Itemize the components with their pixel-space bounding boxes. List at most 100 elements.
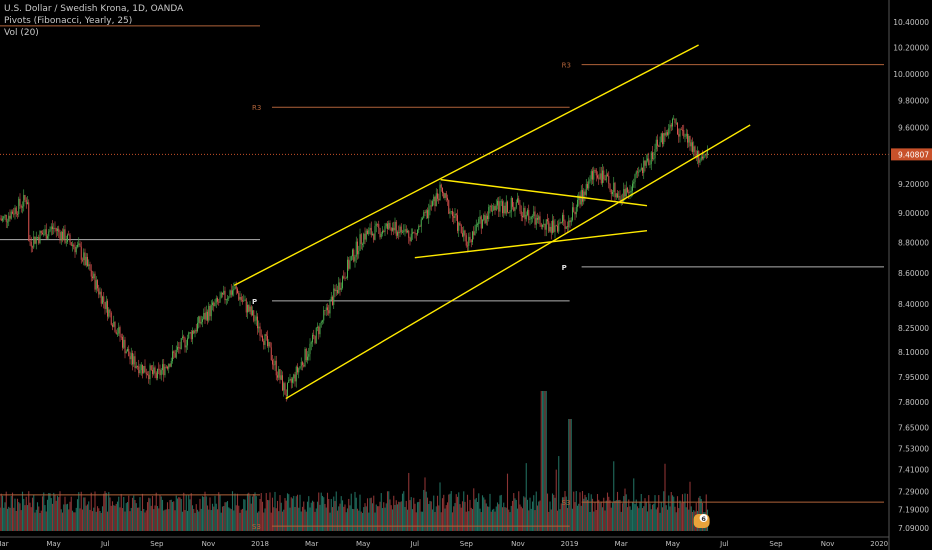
volume-bar	[325, 507, 327, 531]
volume-bar	[98, 508, 100, 531]
volume-bar	[531, 501, 534, 531]
volume-bar	[115, 503, 117, 531]
volume-bar	[263, 512, 265, 531]
candle-body	[420, 219, 422, 227]
candle-body	[435, 193, 437, 207]
candle-body	[552, 220, 553, 233]
candle-body	[467, 245, 468, 247]
candle-body	[57, 228, 58, 231]
volume-bar	[633, 478, 635, 531]
candle-body	[653, 158, 655, 160]
volume-bar	[311, 500, 314, 531]
volume-bar	[26, 505, 29, 531]
volume-bar	[193, 509, 195, 531]
y-tick-label: 8.40000	[898, 300, 929, 309]
volume-bar	[365, 506, 367, 531]
volume-bar	[236, 493, 239, 531]
candle-body	[133, 356, 135, 365]
volume-bar	[435, 506, 437, 531]
volume-bar	[68, 509, 70, 531]
volume-bar	[351, 508, 354, 531]
candle-body	[647, 158, 648, 161]
volume-bar	[1, 495, 4, 531]
volume-bar	[54, 494, 56, 531]
volume-bar	[434, 511, 436, 531]
volume-bar	[445, 505, 447, 531]
candle-body	[290, 378, 292, 383]
candle-body	[195, 330, 197, 332]
volume-bar	[538, 501, 540, 531]
volume-bar	[331, 507, 334, 531]
volume-bar	[319, 504, 321, 531]
volume-bar	[456, 496, 459, 531]
volume-bar	[535, 491, 537, 531]
time-axis[interactable]: Mar May Jul Sep Nov 2018 Mar May Jul Sep Nov 2019 Ma…	[0, 540, 888, 548]
volume-bar	[689, 481, 691, 531]
volume-bar	[238, 505, 240, 531]
candles	[0, 115, 708, 402]
candle-body	[510, 197, 512, 212]
price-axis[interactable]: 10.40000 10.20000 10.00000 9.80000 9.60000 9.…	[893, 18, 929, 533]
channel-line	[414, 229, 648, 259]
candle-body	[489, 205, 491, 208]
candle-body	[237, 288, 238, 294]
volume-bar	[226, 501, 229, 531]
candle-body	[215, 298, 217, 303]
volume-bar	[190, 493, 192, 531]
candle-body	[228, 297, 230, 299]
candle-body	[575, 207, 577, 215]
volume-bar	[518, 491, 520, 531]
candle-body	[125, 351, 127, 354]
volume-bar	[29, 502, 31, 531]
candle-body	[384, 226, 386, 232]
pivot-levels: R3 R3 P P S3 S3	[0, 25, 889, 531]
candle-body	[54, 227, 56, 229]
candle-body	[645, 160, 647, 166]
volume-bars	[0, 391, 709, 531]
candle-body	[640, 167, 642, 170]
candle-body	[304, 349, 306, 367]
volume-bar	[679, 500, 681, 531]
volume-bar	[645, 501, 647, 531]
event-marker[interactable]: 6	[693, 514, 710, 528]
current-price-label: 9.40807	[891, 148, 932, 161]
volume-bar	[56, 495, 59, 531]
volume-bar	[80, 491, 82, 531]
candle-body	[0, 218, 1, 220]
candle-body	[634, 174, 636, 183]
volume-bar	[690, 506, 692, 531]
volume-bar	[151, 496, 154, 531]
volume-bar	[231, 491, 234, 531]
candle-body	[60, 231, 62, 241]
candle-body	[314, 336, 316, 344]
volume-bar	[135, 503, 137, 531]
candle-body	[397, 232, 398, 236]
candle-body	[570, 220, 572, 223]
candle-body	[245, 299, 247, 313]
volume-bar	[89, 509, 91, 531]
volume-bar	[500, 494, 502, 531]
candle-body	[94, 273, 96, 290]
candle-body	[370, 227, 372, 236]
candle-body	[260, 335, 262, 337]
candle-body	[280, 375, 282, 380]
candle-body	[654, 149, 656, 159]
volume-bar	[541, 391, 544, 531]
channel-line	[285, 124, 751, 400]
candle-body	[442, 187, 443, 194]
volume-bar	[206, 505, 209, 531]
candle-body	[363, 233, 365, 245]
candle-body	[422, 218, 423, 220]
candle-body	[690, 142, 692, 147]
volume-bar	[124, 511, 126, 531]
candle-body	[700, 156, 702, 161]
volume-bar	[88, 501, 90, 531]
y-tick-label: 9.00000	[898, 209, 929, 218]
volume-bar	[620, 511, 622, 531]
candle-body	[555, 225, 557, 227]
candle-body	[189, 332, 191, 333]
candle-body	[417, 229, 418, 235]
volume-bar	[594, 502, 596, 531]
volume-bar	[140, 510, 142, 531]
